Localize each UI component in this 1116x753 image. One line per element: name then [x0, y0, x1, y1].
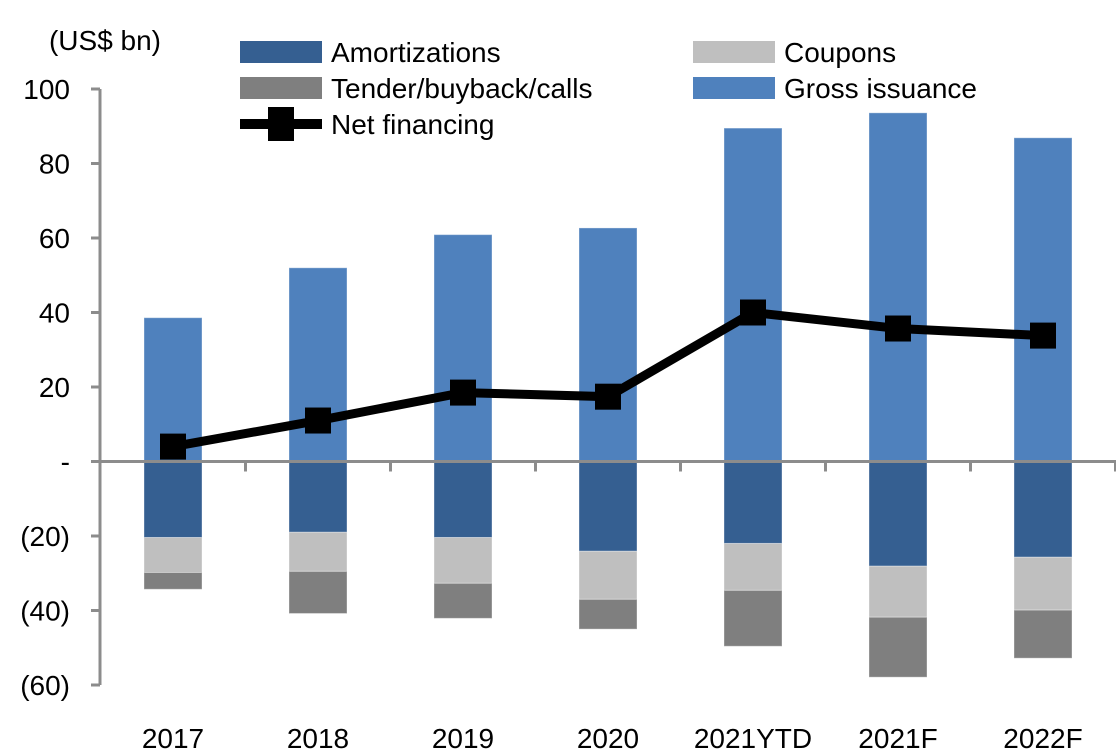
- bar-gross-issuance-2020: [578, 227, 638, 462]
- bar-amortizations-2020: [578, 461, 638, 552]
- net-financing-line-layer: [160, 299, 1056, 460]
- x-tick-label: 2021F: [858, 723, 937, 753]
- x-tick-label: 2020: [577, 723, 639, 753]
- bars-layer: [143, 112, 1073, 678]
- bar-coupons-2018: [288, 531, 348, 572]
- bar-gross-issuance-2019: [433, 234, 493, 462]
- x-tick-label: 2017: [142, 723, 204, 753]
- y-axis-label: (US$ bn): [49, 25, 161, 56]
- y-tick-label: 100: [23, 74, 70, 105]
- bar-gross-issuance-2022f: [1013, 137, 1073, 463]
- marker-net-financing-2020: [595, 383, 621, 410]
- bar-tender-buyback-calls-2021f: [868, 616, 928, 678]
- bar-tender-buyback-calls-2017: [143, 572, 203, 590]
- bar-amortizations-2019: [433, 461, 493, 538]
- bar-tender-buyback-calls-2021ytd: [723, 589, 783, 647]
- legend-label-amortizations: Amortizations: [331, 37, 501, 68]
- bar-amortizations-2021f: [868, 461, 928, 567]
- bar-amortizations-2022f: [1013, 461, 1073, 558]
- legend-swatch-coupons: [693, 41, 775, 63]
- y-tick-label: (20): [20, 521, 70, 552]
- bar-tender-buyback-calls-2020: [578, 598, 638, 630]
- legend-marker-net-financing: [268, 107, 294, 141]
- legend-swatch-gross-issuance: [693, 77, 775, 99]
- y-tick-label: 20: [39, 372, 70, 403]
- bar-coupons-2017: [143, 536, 203, 574]
- bar-tender-buyback-calls-2019: [433, 582, 493, 619]
- marker-net-financing-2017: [160, 433, 186, 460]
- bar-gross-issuance-2021ytd: [723, 127, 783, 463]
- y-tick-label: -: [61, 447, 70, 478]
- x-tick-label: 2019: [432, 723, 494, 753]
- bar-amortizations-2017: [143, 461, 203, 538]
- legend-swatch-amortizations: [240, 41, 322, 63]
- bar-coupons-2022f: [1013, 556, 1073, 611]
- x-tick-label: 2018: [287, 723, 349, 753]
- y-tick-label: 80: [39, 149, 70, 180]
- y-tick-labels: 100 80 60 40 20 - (20) (40) (60): [20, 74, 70, 701]
- legend-label-gross-issuance: Gross issuance: [784, 73, 977, 104]
- y-tick-label: 40: [39, 298, 70, 329]
- bar-coupons-2021f: [868, 565, 928, 618]
- legend-label-net-financing: Net financing: [331, 109, 494, 140]
- marker-net-financing-2022f: [1030, 322, 1056, 349]
- marker-net-financing-2018: [305, 407, 331, 434]
- bar-tender-buyback-calls-2018: [288, 570, 348, 614]
- legend-label-coupons: Coupons: [784, 37, 896, 68]
- legend-swatch-tender-buyback-calls: [240, 77, 322, 99]
- marker-net-financing-2021f: [885, 315, 911, 342]
- bar-gross-issuance-2021f: [868, 112, 928, 462]
- bar-coupons-2020: [578, 550, 638, 600]
- bar-tender-buyback-calls-2022f: [1013, 609, 1073, 659]
- x-tick-label: 2021YTD: [694, 723, 812, 753]
- y-tick-label: (40): [20, 596, 70, 627]
- x-tick-label: 2022F: [1003, 723, 1082, 753]
- y-tick-label: (60): [20, 670, 70, 701]
- bar-amortizations-2021ytd: [723, 461, 783, 544]
- bar-amortizations-2018: [288, 461, 348, 533]
- marker-net-financing-2021ytd: [740, 299, 766, 326]
- bar-coupons-2019: [433, 536, 493, 584]
- bar-coupons-2021ytd: [723, 542, 783, 591]
- legend: Amortizations Coupons Tender/buyback/calls…: [240, 37, 977, 141]
- x-tick-labels: 2017 2018 2019 2020 2021YTD 2021F 2022F: [142, 723, 1083, 753]
- y-tick-label: 60: [39, 223, 70, 254]
- legend-label-tender-buyback-calls: Tender/buyback/calls: [331, 73, 592, 104]
- marker-net-financing-2019: [450, 379, 476, 406]
